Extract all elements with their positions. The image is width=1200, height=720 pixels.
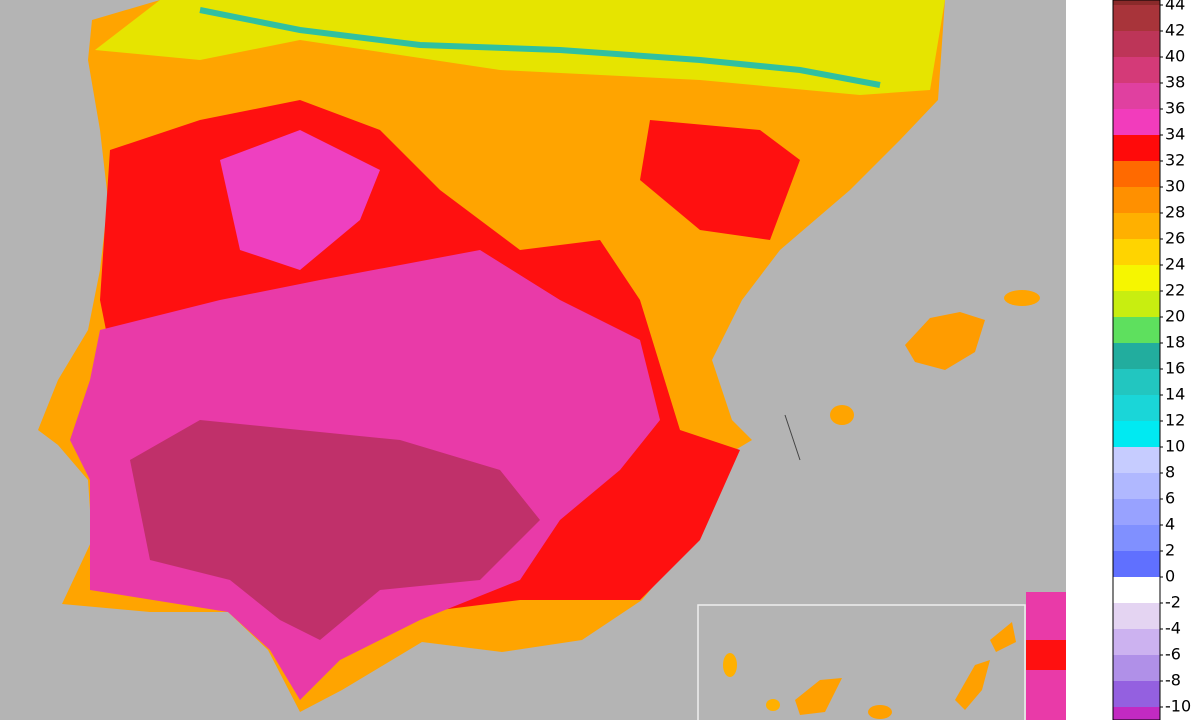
balearic [830, 405, 854, 425]
colorbar-label: 30 [1165, 177, 1185, 196]
color-cell [1113, 551, 1160, 577]
colorbar-label: -2 [1165, 593, 1181, 612]
hot-pink-n [220, 130, 380, 270]
color-cell [1113, 5, 1160, 31]
color-cell [1113, 655, 1160, 681]
hot-red-ne [640, 120, 800, 240]
section-line [784, 414, 801, 461]
island [990, 622, 1016, 652]
color-cell [1113, 473, 1160, 499]
colorbar: 4442403836343230282624222018161412108642… [1112, 0, 1191, 720]
colorbar-label: -10 [1165, 697, 1191, 716]
color-cell [1113, 499, 1160, 525]
colorbar-extension [1113, 706, 1160, 720]
island [868, 705, 892, 719]
color-cell [1113, 629, 1160, 655]
africa-strip [1026, 640, 1066, 670]
color-cell [1113, 343, 1160, 369]
color-cell [1113, 31, 1160, 57]
color-cell [1113, 265, 1160, 291]
color-cell [1113, 291, 1160, 317]
colorbar-label: 16 [1165, 359, 1185, 378]
colorbar-label: 22 [1165, 281, 1185, 300]
color-cell [1113, 577, 1160, 603]
color-cell [1113, 421, 1160, 447]
colorbar-label: 4 [1165, 515, 1175, 534]
color-cell [1113, 317, 1160, 343]
colorbar-label: 8 [1165, 463, 1175, 482]
colorbar-label: -4 [1165, 619, 1181, 638]
colorbar-label: 10 [1165, 437, 1185, 456]
hottest [130, 420, 540, 640]
colorbar-label: 20 [1165, 307, 1185, 326]
colorbar-label: 18 [1165, 333, 1185, 352]
colorbar-label: 40 [1165, 47, 1185, 66]
color-cell [1113, 369, 1160, 395]
balearic [905, 312, 985, 370]
colorbar-label: 24 [1165, 255, 1185, 274]
colorbar-label: 32 [1165, 151, 1185, 170]
color-cell [1113, 239, 1160, 265]
colorbar-label: 12 [1165, 411, 1185, 430]
color-cell [1113, 83, 1160, 109]
colorbar-label: 38 [1165, 73, 1185, 92]
colorbar-label: 44 [1165, 0, 1185, 14]
color-cell [1113, 109, 1160, 135]
color-cell [1113, 525, 1160, 551]
color-cell [1113, 447, 1160, 473]
canary-inset [697, 604, 1026, 720]
color-cell [1113, 213, 1160, 239]
island [723, 653, 737, 677]
island [766, 699, 780, 711]
color-cell [1113, 681, 1160, 707]
colorbar-label: 36 [1165, 99, 1185, 118]
colorbar-label: 2 [1165, 541, 1175, 560]
map [0, 0, 1066, 720]
color-cell [1113, 603, 1160, 629]
island [795, 678, 842, 715]
colorbar-label: 6 [1165, 489, 1175, 508]
balearic [1004, 290, 1040, 306]
colorbar-label: 0 [1165, 567, 1175, 586]
colorbar-label: 34 [1165, 125, 1185, 144]
colorbar-label: 42 [1165, 21, 1185, 40]
colorbar-label: 14 [1165, 385, 1185, 404]
colorbar-extension [1113, 0, 1160, 6]
color-cell [1113, 135, 1160, 161]
colorbar-frame [1112, 0, 1161, 720]
colorbar-label: -8 [1165, 671, 1181, 690]
colorbar-label: 28 [1165, 203, 1185, 222]
color-cell [1113, 395, 1160, 421]
island [955, 660, 990, 710]
mountains [199, 7, 881, 88]
color-cell [1113, 187, 1160, 213]
colorbar-label: 26 [1165, 229, 1185, 248]
color-cell [1113, 57, 1160, 83]
colorbar-label: -6 [1165, 645, 1181, 664]
color-cell [1113, 161, 1160, 187]
